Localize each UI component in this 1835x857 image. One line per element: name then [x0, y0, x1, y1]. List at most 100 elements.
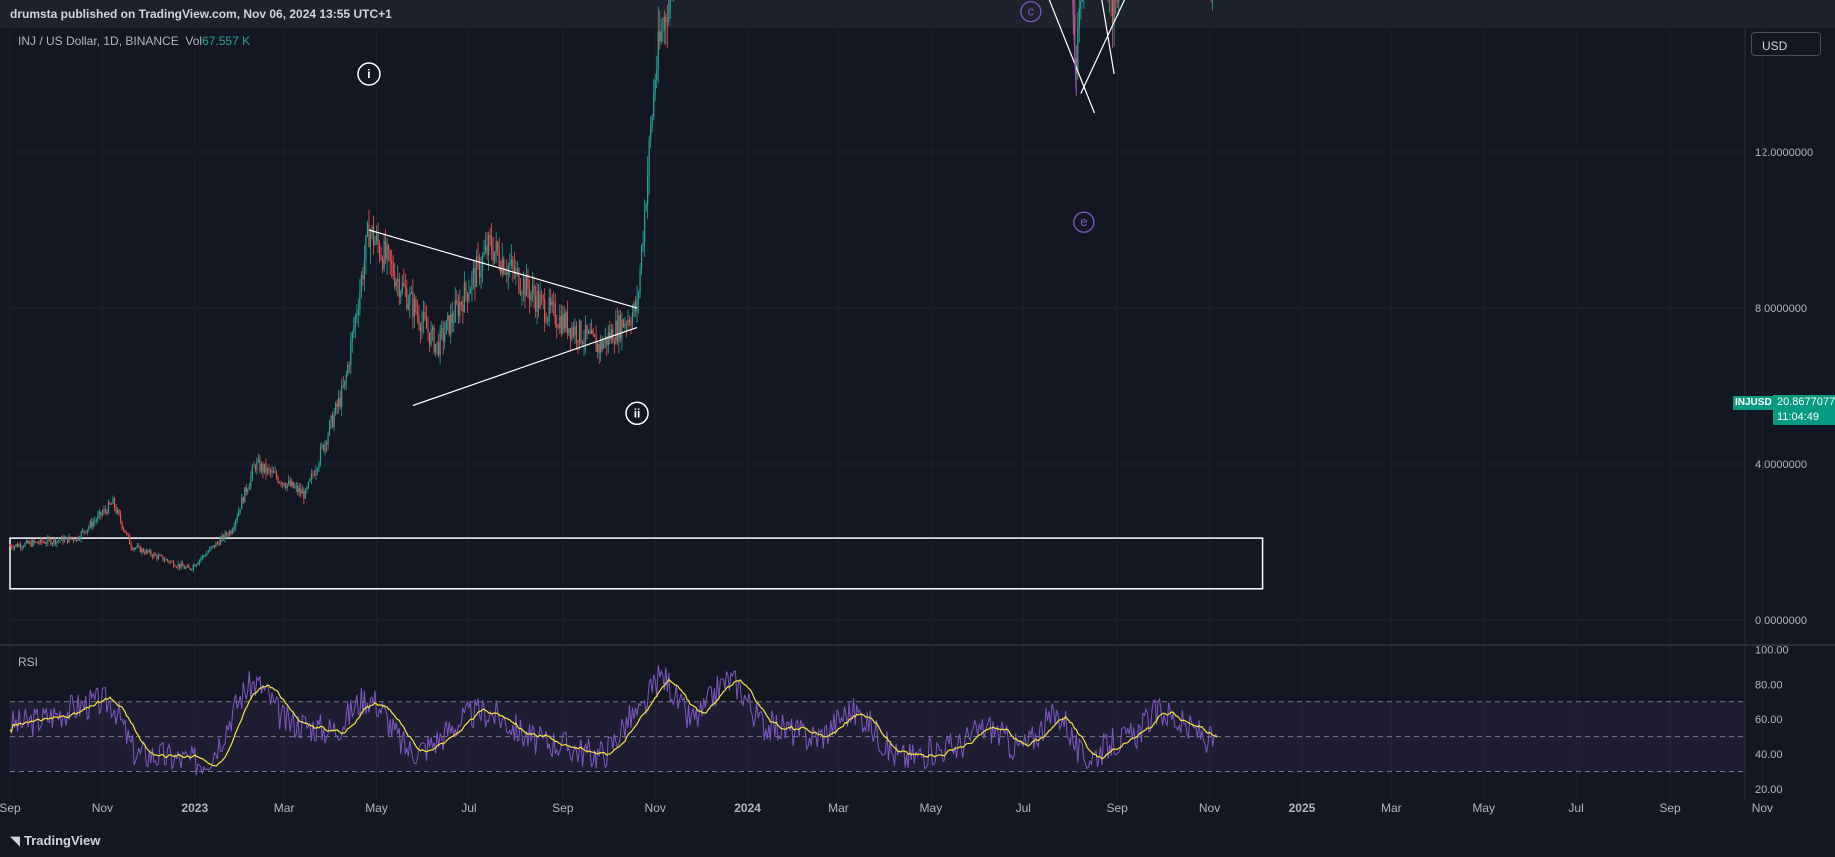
chart-frame[interactable]: [0, 28, 1835, 828]
x-tick-label: 2023: [181, 801, 208, 815]
candle-body: [162, 555, 164, 561]
candle-body: [613, 342, 615, 344]
candle-body: [315, 470, 317, 476]
candle-body: [383, 240, 385, 270]
candle-body: [666, 21, 668, 23]
candle-body: [394, 276, 396, 287]
candle-body: [213, 545, 216, 548]
candle-body: [198, 560, 200, 564]
trendline[interactable]: [1080, 0, 1199, 94]
candle-body: [498, 251, 500, 267]
candle-body: [286, 483, 288, 488]
candle-body: [342, 385, 344, 387]
candle-body: [291, 481, 293, 486]
candle-body: [48, 538, 50, 540]
candle-body: [654, 80, 656, 93]
candle-body: [409, 293, 411, 305]
candle-body: [219, 538, 222, 545]
volume-label: Vol: [185, 34, 203, 48]
candle-body: [101, 512, 103, 516]
candle-body: [495, 241, 497, 252]
candle-body: [133, 548, 135, 550]
candle-body: [254, 465, 256, 470]
candle-body: [145, 550, 147, 554]
candle-body: [319, 447, 322, 463]
candle-body: [248, 485, 250, 490]
candle-body: [378, 244, 381, 258]
candle-body: [418, 315, 420, 326]
candle-body: [303, 490, 305, 499]
candle-body: [256, 461, 258, 470]
candle-body: [575, 326, 578, 341]
candle-body: [242, 497, 244, 503]
wave-label-c[interactable]: c: [1020, 0, 1042, 23]
candle-body: [528, 289, 531, 300]
candle-body: [289, 480, 291, 486]
candle-body: [597, 343, 599, 352]
rsi-y-tick-label: 20.00: [1755, 784, 1783, 796]
candle-body: [233, 526, 235, 530]
candle-body: [138, 545, 140, 547]
wave-label-ii[interactable]: ii: [625, 401, 649, 426]
candle-body: [628, 319, 631, 324]
wave-path[interactable]: [858, 0, 1077, 94]
candle-body: [525, 274, 528, 297]
candle-body: [241, 497, 243, 510]
candle-body: [109, 502, 111, 505]
candle-body: [94, 520, 96, 523]
candle-body: [431, 327, 434, 330]
candle-body: [615, 320, 617, 344]
currency-button[interactable]: USD: [1751, 32, 1821, 56]
trendline[interactable]: [412, 326, 638, 407]
candle-body: [262, 463, 264, 473]
candle-body: [21, 547, 23, 548]
candle-body: [12, 547, 14, 549]
candle-body: [45, 543, 47, 545]
candle-body: [424, 311, 426, 319]
candle-body: [565, 312, 567, 329]
candle-body: [41, 539, 43, 543]
candle-body: [557, 327, 559, 329]
candle-body: [395, 281, 397, 287]
candle-body: [127, 533, 129, 536]
candle-body: [522, 278, 525, 294]
rsi-pane-title: RSI: [18, 655, 39, 669]
candle-body: [610, 329, 612, 340]
candle-body: [412, 291, 414, 317]
volume-value: 67.557 K: [202, 34, 251, 48]
tradingview-logo[interactable]: ◥ TradingView: [10, 833, 100, 849]
candle-body: [139, 546, 141, 553]
candle-body: [400, 292, 402, 297]
symbol-legend[interactable]: INJ / US Dollar, 1D, BINANCE Vol67.557 K: [18, 34, 250, 48]
candle-body: [206, 552, 208, 556]
candle-body: [601, 340, 603, 349]
candle-body: [154, 553, 157, 556]
candle-body: [419, 325, 422, 332]
candle-body: [653, 92, 655, 117]
candle-body: [577, 340, 579, 343]
candle-body: [1075, 58, 1077, 74]
wave-label-i[interactable]: i: [357, 62, 381, 86]
candle-body: [115, 507, 117, 513]
candle-body: [322, 444, 325, 451]
candle-body: [103, 509, 105, 513]
trendline[interactable]: [368, 229, 638, 309]
candle-body: [388, 245, 390, 251]
candle-body: [472, 267, 475, 275]
candle-body: [606, 336, 608, 346]
candle-body: [500, 266, 502, 274]
candle-body: [503, 258, 505, 274]
candle-body: [236, 516, 238, 521]
wave-label-e[interactable]: e: [1073, 211, 1095, 233]
candle-body: [380, 257, 382, 259]
trendline[interactable]: [814, 0, 1096, 114]
candle-body: [20, 544, 22, 548]
support-zone[interactable]: [9, 537, 1264, 590]
rsi-line: [9, 664, 1218, 776]
candle-body: [65, 536, 67, 539]
candle-body: [475, 256, 478, 287]
candle-body: [586, 324, 588, 334]
candle-body: [489, 234, 491, 237]
candle-body: [603, 342, 605, 349]
